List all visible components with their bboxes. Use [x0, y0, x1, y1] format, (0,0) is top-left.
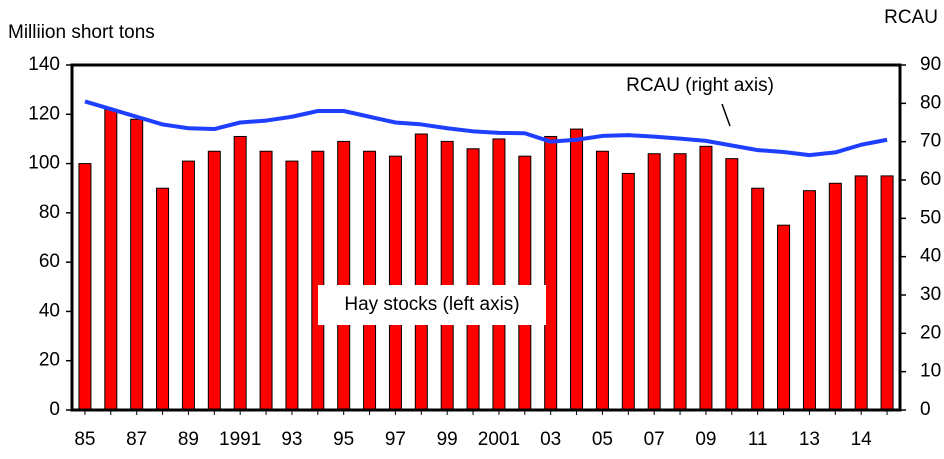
x-tick-label: 99 [437, 429, 458, 450]
x-tick-label: 87 [126, 429, 147, 450]
bar [647, 153, 661, 411]
x-tick-label: 09 [695, 429, 716, 450]
annotation: Hay stocks (left axis) [344, 294, 519, 315]
y-tick-label: 20 [39, 350, 60, 371]
y-tick-label: 140 [28, 54, 60, 75]
y2-tick-label: 20 [920, 322, 941, 343]
bar [880, 175, 894, 411]
annotation-box [318, 285, 546, 325]
line [84, 99, 888, 158]
bar [777, 224, 791, 411]
y-axis-title: Milliion short tons [8, 22, 155, 43]
annotation: RCAU (right axis) [626, 75, 774, 96]
y-tick-label: 80 [39, 202, 60, 223]
bar [828, 182, 842, 411]
x-tick-label: 1991 [219, 429, 261, 450]
bar [440, 140, 454, 411]
bar [621, 172, 635, 411]
y2-tick-label: 40 [920, 246, 941, 267]
y2-tick-label: 80 [920, 92, 941, 113]
y-tick-label: 60 [39, 251, 60, 272]
y2-axis-title: RCAU [884, 7, 938, 28]
y-tick-label: 0 [49, 399, 60, 420]
x-tick-label: 07 [644, 429, 665, 450]
bar [725, 158, 739, 411]
x-tick-label: 03 [540, 429, 561, 450]
bar [802, 190, 816, 411]
bar [130, 118, 144, 411]
bar [78, 163, 92, 411]
x-tick-label: 85 [74, 429, 95, 450]
bar [363, 150, 377, 411]
bar [311, 150, 325, 411]
y2-tick-label: 0 [920, 399, 931, 420]
x-tick-label: 13 [799, 429, 820, 450]
x-tick-label: 97 [385, 429, 406, 450]
bar [595, 150, 609, 411]
bar [259, 150, 273, 411]
x-tick-label: 11 [748, 429, 768, 450]
y2-tick-label: 50 [920, 207, 941, 228]
bar [466, 148, 480, 411]
bar [104, 108, 118, 411]
bar [156, 187, 170, 411]
bar [492, 138, 506, 411]
y2-tick-label: 70 [920, 131, 941, 152]
y2-tick-label: 60 [920, 169, 941, 190]
bar [207, 150, 221, 411]
x-tick-label: 14 [851, 429, 873, 450]
bar [337, 140, 351, 411]
bar [285, 160, 299, 411]
bar [181, 160, 195, 411]
x-tick-label: 95 [333, 429, 354, 450]
bar [544, 135, 558, 411]
bar [518, 155, 532, 411]
bar [233, 135, 247, 411]
bar [388, 155, 402, 411]
bar [673, 153, 687, 411]
bar [854, 175, 868, 411]
y2-tick-label: 30 [920, 284, 941, 305]
bar [699, 145, 713, 411]
x-tick-label: 05 [592, 429, 613, 450]
y2-tick-label: 90 [920, 54, 941, 75]
plot-frame [70, 63, 902, 412]
x-tick-label: 93 [281, 429, 302, 450]
y-tick-label: 40 [39, 300, 60, 321]
leader-line [721, 103, 731, 127]
bar [570, 128, 584, 411]
y2-tick-label: 10 [920, 361, 941, 382]
x-tick-label: 89 [178, 429, 199, 450]
bar [751, 187, 765, 411]
y-tick-label: 120 [28, 103, 60, 124]
x-tick-label: 2001 [478, 429, 520, 450]
y-tick-label: 100 [28, 153, 60, 174]
bar [414, 133, 428, 411]
plot-area: 0 20 40 60 80 100 120 140 0 10 20 30 40 50 60 70 80 90 85 8… [28, 54, 941, 450]
